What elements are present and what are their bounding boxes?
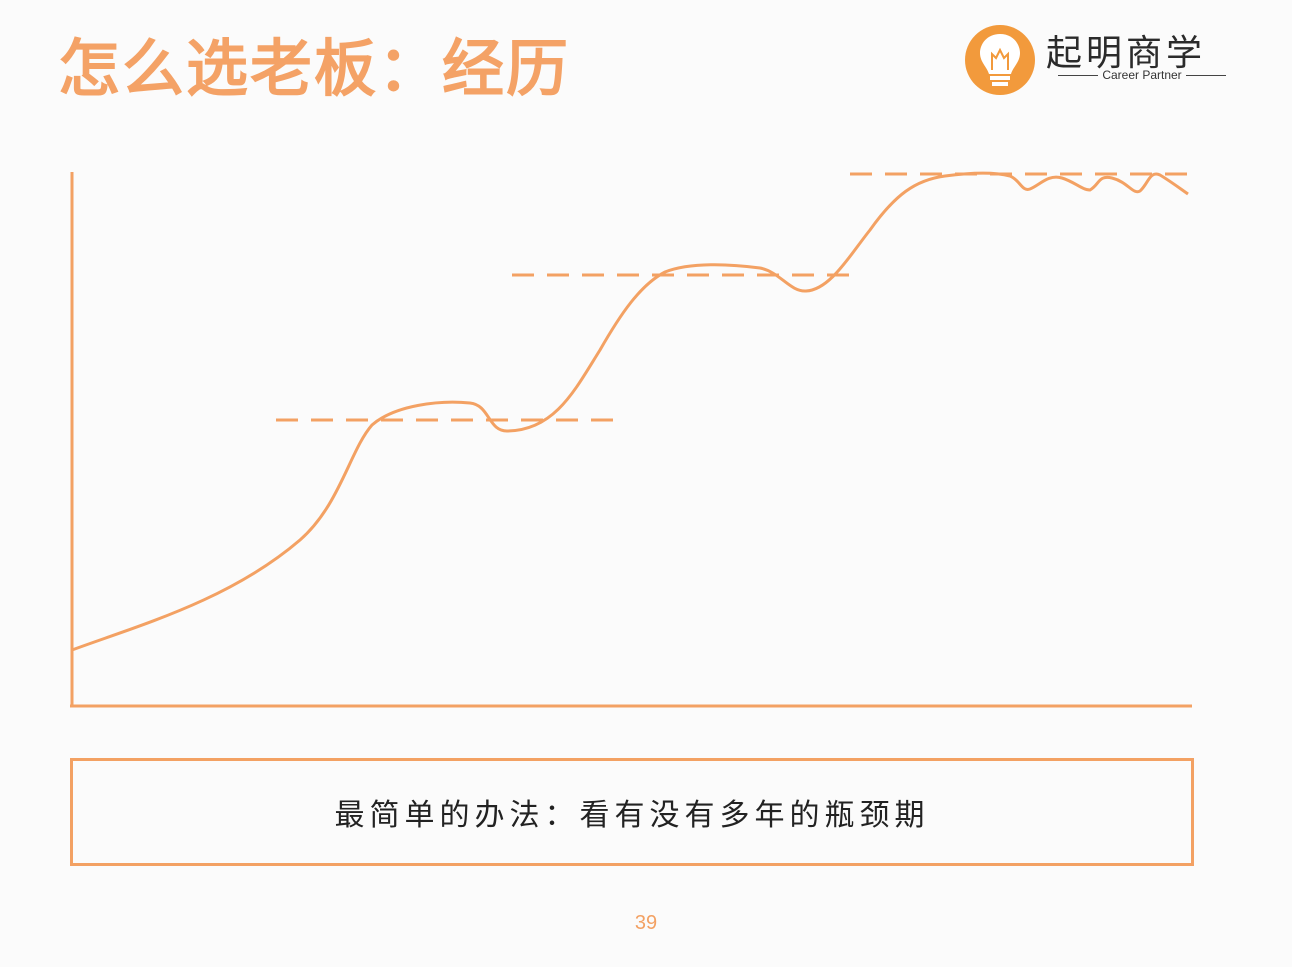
conclusion-box: 最简单的办法：看有没有多年的瓶颈期: [70, 758, 1194, 866]
page-number: 39: [634, 912, 658, 934]
career-growth-diagram: [70, 171, 1198, 708]
growth-curve: [71, 171, 1189, 652]
lightbulb-icon: [965, 25, 1035, 95]
brand-name: 起明商学: [1046, 33, 1207, 74]
brand-tagline-row: Career Partner: [1058, 68, 1226, 82]
tagline-rule-left: [1058, 74, 1099, 76]
brand-logo: 起明商学 Career Partner: [962, 22, 1232, 98]
tagline-rule-right: [1185, 74, 1226, 76]
conclusion-text: 最简单的办法：看有没有多年的瓶颈期: [334, 798, 930, 833]
slide-title: 怎么选老板：经历: [58, 32, 571, 105]
brand-tagline: Career Partner: [1102, 68, 1182, 82]
